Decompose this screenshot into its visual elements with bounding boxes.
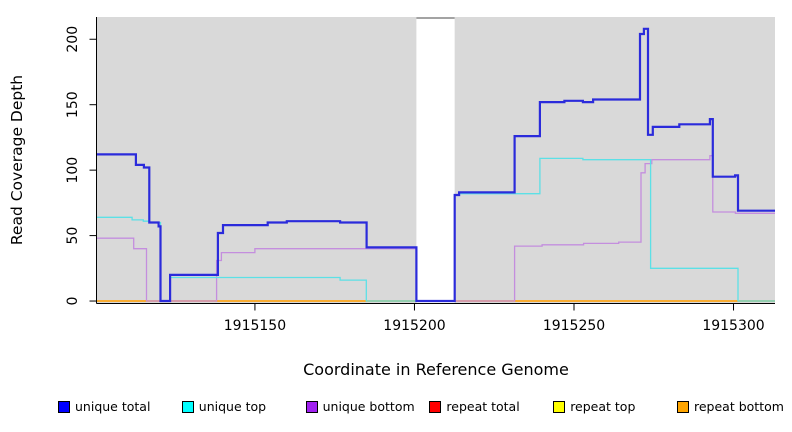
y-tick-label: 100	[65, 157, 81, 184]
x-tick-label: 1915150	[224, 318, 286, 334]
x-axis-title: Coordinate in Reference Genome	[303, 360, 569, 379]
legend-label: unique total	[75, 399, 151, 414]
y-tick-label: 0	[65, 297, 81, 306]
x-tick-label: 1915300	[702, 318, 764, 334]
legend-label: unique top	[198, 399, 267, 414]
legend-item-unique-total: unique total	[58, 399, 150, 414]
y-tick-label: 50	[65, 227, 81, 245]
x-tick-label: 1915200	[383, 318, 445, 334]
legend-label: unique bottom	[322, 399, 415, 414]
y-tick-label: 150	[65, 91, 81, 118]
series-line-unique-total	[97, 27, 775, 303]
legend-item-repeat-bottom: repeat bottom	[677, 399, 784, 414]
x-tick-label: 1915250	[543, 318, 605, 334]
y-axis-title: Read Coverage Depth	[8, 74, 26, 246]
legend-label: repeat top	[570, 399, 636, 414]
legend-swatch	[553, 400, 566, 413]
legend: unique total unique top unique bottom repea…	[0, 399, 792, 421]
legend-swatch	[305, 400, 318, 413]
series-line-unique-top	[97, 157, 775, 302]
legend-swatch	[677, 400, 689, 413]
y-tick-label: 200	[65, 26, 81, 53]
legend-item-repeat-top: repeat top	[553, 399, 635, 414]
series-line-unique-bottom	[97, 155, 775, 302]
legend-label: repeat bottom	[694, 399, 784, 414]
legend-item-unique-bottom: unique bottom	[305, 399, 415, 414]
legend-label: repeat total	[446, 399, 520, 414]
legend-swatch	[58, 400, 70, 413]
legend-item-repeat-total: repeat total	[429, 399, 520, 414]
legend-swatch	[429, 400, 442, 413]
missing-data-band	[416, 17, 455, 303]
legend-item-unique-top: unique top	[181, 399, 267, 414]
chart-canvas: 1915150 1915200 1915250 1915300 0 50 100 150 200	[65, 17, 775, 334]
legend-swatch	[181, 400, 194, 413]
